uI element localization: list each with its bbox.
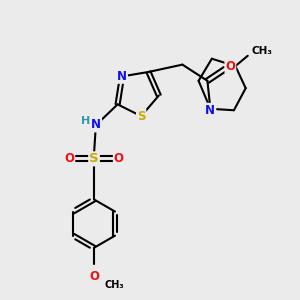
Text: CH₃: CH₃	[104, 280, 124, 290]
Text: H: H	[82, 116, 91, 126]
Text: CH₃: CH₃	[252, 46, 273, 56]
Text: O: O	[89, 270, 99, 284]
Text: S: S	[137, 110, 146, 123]
Text: N: N	[206, 104, 215, 117]
Text: S: S	[89, 152, 99, 165]
Text: N: N	[91, 118, 101, 131]
Text: O: O	[114, 152, 124, 165]
Text: N: N	[117, 70, 127, 83]
Text: O: O	[64, 152, 74, 165]
Text: O: O	[225, 60, 236, 73]
